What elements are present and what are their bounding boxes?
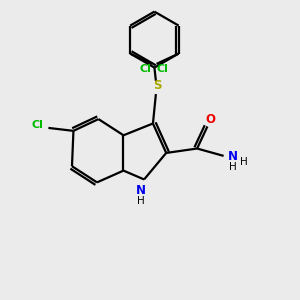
Text: Cl: Cl [31, 120, 43, 130]
Text: S: S [153, 79, 162, 92]
Text: O: O [206, 113, 215, 127]
Text: H: H [229, 162, 236, 172]
Text: Cl: Cl [140, 64, 151, 74]
Text: H: H [137, 196, 145, 206]
Text: Cl: Cl [157, 64, 169, 74]
Text: H: H [240, 158, 248, 167]
Text: N: N [227, 150, 237, 163]
Text: N: N [136, 184, 146, 197]
